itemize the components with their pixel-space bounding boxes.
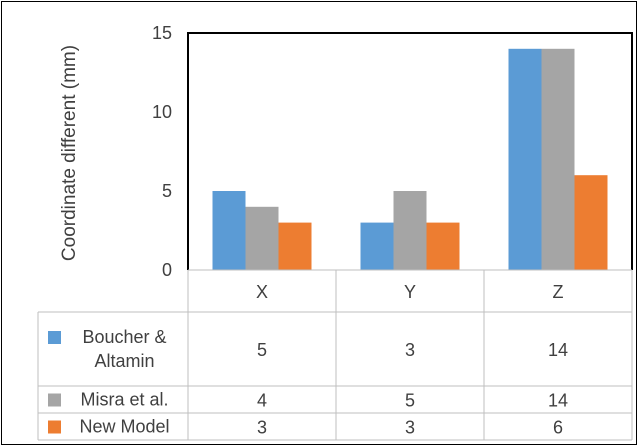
bar <box>360 222 394 270</box>
y-tick-label: 5 <box>162 181 172 201</box>
plot-area <box>187 32 633 270</box>
bar <box>574 175 608 270</box>
y-tick-label: 0 <box>162 260 172 280</box>
bar <box>426 222 460 270</box>
series-name: Misra et al. <box>80 390 168 410</box>
y-tick-label: 10 <box>152 102 172 122</box>
data-label: 5 <box>257 340 267 360</box>
data-label: 14 <box>548 340 568 360</box>
series-name: Boucher & Altamin <box>82 327 166 371</box>
category-label: X <box>256 282 268 302</box>
data-label: 3 <box>405 418 415 438</box>
bars <box>212 48 608 270</box>
y-tick-labels: 0 5 10 15 <box>152 23 172 280</box>
data-table: X Y Z Boucher & Altamin 5 3 14 Misra et al. 4 5 14 N… <box>37 269 633 441</box>
bar <box>508 48 542 270</box>
y-axis-label: Coordinate different (mm) <box>59 45 80 261</box>
bar <box>393 191 427 270</box>
legend-key <box>48 393 61 407</box>
bar <box>212 191 246 270</box>
bar <box>278 222 312 270</box>
category-label: Z <box>553 282 564 302</box>
data-label: 5 <box>405 391 415 411</box>
bar <box>245 206 279 270</box>
category-label: Y <box>404 282 416 302</box>
legend-key <box>48 420 61 434</box>
legend-key <box>48 331 61 344</box>
bar <box>541 48 575 270</box>
plot-border <box>187 32 633 270</box>
data-label: 4 <box>257 391 267 411</box>
y-tick-label: 15 <box>152 23 172 43</box>
data-label: 6 <box>553 418 563 438</box>
data-label: 3 <box>257 418 267 438</box>
data-label: 3 <box>405 340 415 360</box>
data-label: 14 <box>548 391 568 411</box>
series-name: New Model <box>79 417 169 437</box>
